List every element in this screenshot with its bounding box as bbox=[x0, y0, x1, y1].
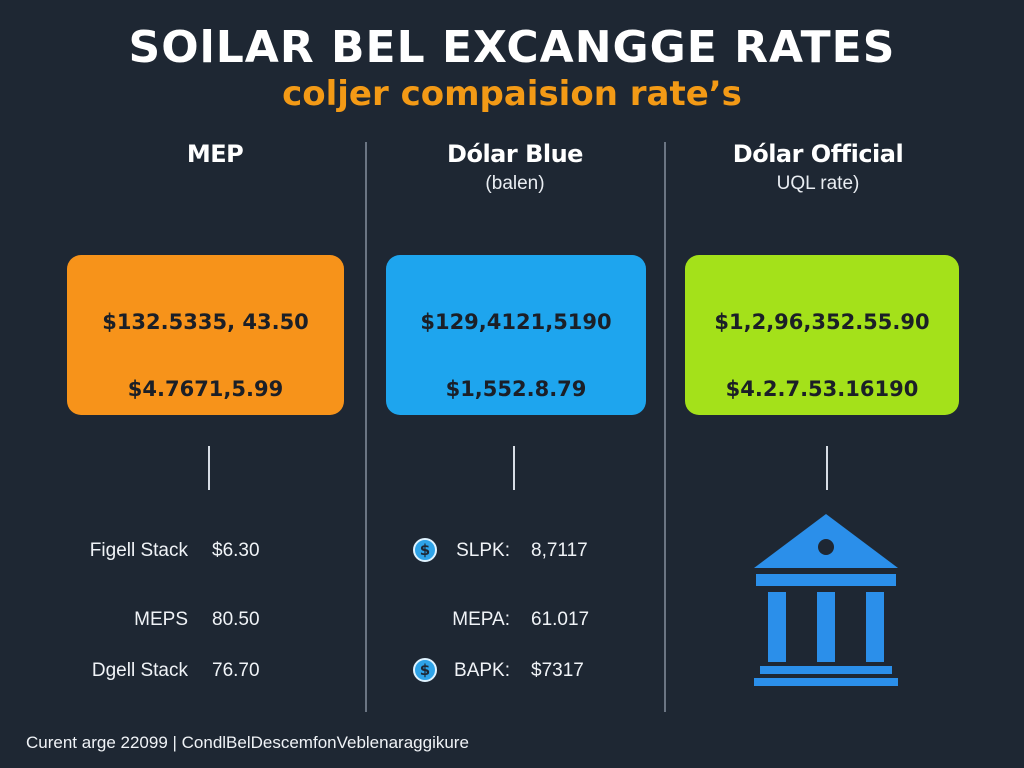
blue-row-1-value: 8,7117 bbox=[531, 540, 588, 561]
mep-heading: MEP bbox=[186, 140, 244, 168]
page-title: SOlLAR BEL EXCANGGE RATES bbox=[128, 22, 896, 73]
dolar-blue-card-value-primary: $129,4121,5190 bbox=[420, 310, 612, 334]
blue-row-2-label: MEPA: bbox=[452, 609, 510, 630]
blue-row-2-value: 61.017 bbox=[531, 609, 590, 630]
blue-row-1-label: SLPK: bbox=[456, 540, 510, 561]
dollar-coin-icon: $ bbox=[413, 658, 437, 682]
column-divider-right bbox=[664, 142, 666, 712]
page-subtitle: coljer compaision rate’s bbox=[282, 74, 742, 114]
dolar-official-card-value-primary: $1,2,96,352.55.90 bbox=[714, 310, 930, 334]
mep-connector-line bbox=[208, 446, 210, 490]
mep-row-2-label: MEPS bbox=[134, 609, 188, 630]
dolar-blue-card-value-secondary: $1,552.8.79 bbox=[445, 377, 587, 401]
bank-base bbox=[754, 678, 898, 686]
mep-card-value-primary: $132.5335, 43.50 bbox=[102, 310, 309, 334]
bank-roof-emblem bbox=[818, 539, 834, 555]
bank-building-icon bbox=[754, 514, 898, 686]
dolar-official-connector-line bbox=[826, 446, 828, 490]
mep-row-3-value: 76.70 bbox=[212, 660, 260, 681]
mep-row-1-label: Figell Stack bbox=[89, 540, 188, 561]
bank-column bbox=[866, 592, 884, 662]
dolar-blue-heading: Dólar Blue bbox=[447, 140, 583, 168]
blue-row-3-label: BAPK: bbox=[454, 660, 510, 681]
column-divider-left bbox=[365, 142, 367, 712]
dolar-official-card-value-secondary: $4.2.7.53.16190 bbox=[725, 377, 919, 401]
bank-entablature bbox=[756, 574, 896, 586]
mep-row-3-label: Dgell Stack bbox=[91, 660, 188, 681]
dolar-blue-rate-card: $129,4121,5190 $1,552.8.79 bbox=[386, 255, 646, 415]
dollar-coin-icon: $ bbox=[413, 538, 437, 562]
dolar-official-subheading: UQL rate) bbox=[776, 173, 860, 194]
mep-card-value-secondary: $4.7671,5.99 bbox=[127, 377, 284, 401]
mep-rate-card: $132.5335, 43.50 $4.7671,5.99 bbox=[67, 255, 344, 415]
blue-row-3-value: $7317 bbox=[531, 660, 584, 681]
dolar-official-heading: Dólar Official bbox=[732, 140, 904, 168]
dolar-blue-subheading: (balen) bbox=[485, 173, 545, 194]
dolar-blue-connector-line bbox=[513, 446, 515, 490]
dolar-official-rate-card: $1,2,96,352.55.90 $4.2.7.53.16190 bbox=[685, 255, 959, 415]
bank-column bbox=[768, 592, 786, 662]
bank-step bbox=[760, 666, 892, 674]
bank-column bbox=[817, 592, 835, 662]
mep-row-2-value: 80.50 bbox=[212, 609, 260, 630]
mep-row-1-value: $6.30 bbox=[212, 540, 260, 561]
footer-note: Curent arge 22099 | CondlBelDescemfonVeb… bbox=[26, 733, 469, 752]
